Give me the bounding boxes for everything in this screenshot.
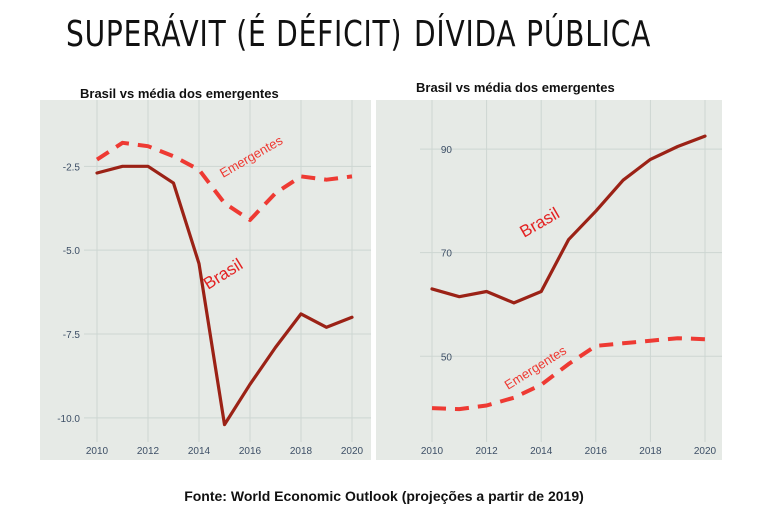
x-tick-label: 2018 — [639, 446, 662, 457]
y-tick-label: 70 — [441, 249, 453, 260]
series-line-emergentes — [95, 140, 353, 222]
x-tick-label: 2014 — [188, 446, 211, 457]
chart-subtitle-debt: Brasil vs média dos emergentes — [416, 80, 615, 95]
x-tick-label: 2016 — [239, 446, 262, 457]
series-line-emergentes — [431, 336, 706, 412]
chart-subtitle-surplus: Brasil vs média dos emergentes — [80, 86, 279, 101]
plot-background — [40, 100, 371, 460]
y-tick-label: -10.0 — [57, 414, 80, 425]
y-tick-label: 90 — [441, 145, 453, 156]
x-tick-label: 2010 — [421, 446, 444, 457]
x-tick-label: 2018 — [290, 446, 313, 457]
x-tick-label: 2014 — [530, 446, 553, 457]
chart-title-debt: DÍVIDA PÚBLICA — [414, 14, 652, 55]
y-tick-label: -2.5 — [63, 162, 81, 173]
x-tick-label: 2020 — [341, 446, 364, 457]
chart-title-surplus: SUPERÁVIT (É DÉFICIT) — [66, 14, 403, 55]
x-tick-label: 2012 — [475, 446, 498, 457]
x-tick-label: 2010 — [86, 446, 109, 457]
source-note: Fonte: World Economic Outlook (projeções… — [184, 488, 584, 504]
x-tick-label: 2020 — [694, 446, 717, 457]
surplus-chart: -2.5 -5.0 -7.5 -10.0 2010 2012 2014 2016 2018 202… — [40, 100, 371, 460]
y-tick-label: -5.0 — [63, 246, 81, 257]
x-tick-label: 2016 — [585, 446, 608, 457]
x-tick-label: 2012 — [137, 446, 160, 457]
series-line-brasil — [430, 134, 707, 305]
y-tick-label: 50 — [441, 352, 453, 363]
series-line-brasil — [95, 164, 354, 427]
y-tick-label: -7.5 — [63, 330, 81, 341]
